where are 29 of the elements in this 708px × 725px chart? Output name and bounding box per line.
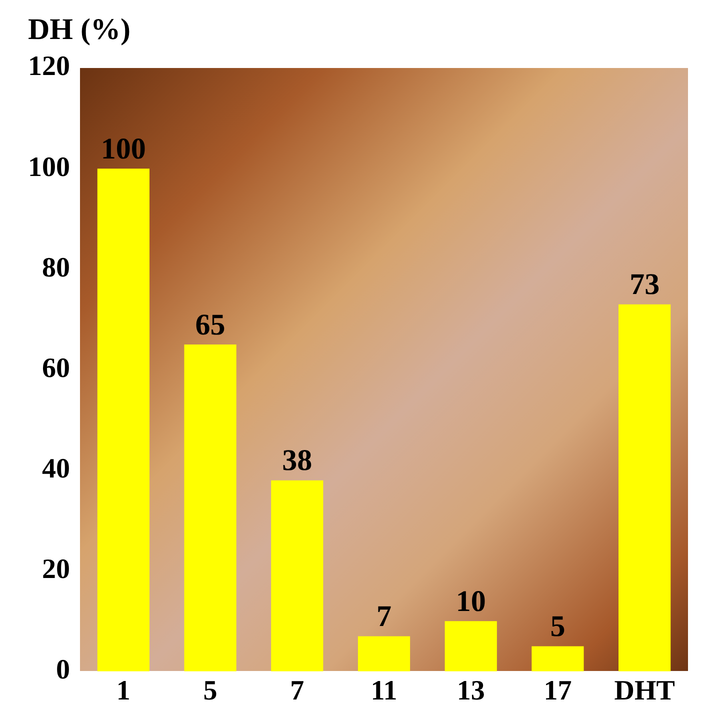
y-tick-label: 0 xyxy=(56,654,70,686)
x-tick-label: 17 xyxy=(544,675,572,706)
data-label: 38 xyxy=(282,444,312,478)
y-tick-label: 20 xyxy=(42,554,70,586)
bar xyxy=(184,344,236,672)
y-tick-label: 60 xyxy=(42,352,70,384)
x-tick-label: 1 xyxy=(116,675,130,706)
bar xyxy=(618,304,671,672)
bar xyxy=(444,621,497,672)
x-tick-label: 11 xyxy=(370,675,398,706)
y-tick-label: 40 xyxy=(42,454,70,484)
x-tick-label: 7 xyxy=(290,675,304,706)
data-label: 5 xyxy=(550,610,566,644)
x-tick-label: 5 xyxy=(203,675,218,706)
data-label: 10 xyxy=(456,584,486,618)
data-label: 73 xyxy=(630,268,660,302)
data-label: 7 xyxy=(376,600,392,633)
data-label: 100 xyxy=(100,132,146,166)
y-tick-label: 100 xyxy=(28,152,70,183)
bar xyxy=(532,646,584,672)
y-tick-label: 120 xyxy=(28,51,70,82)
y-axis-title: DH (%) xyxy=(28,12,130,46)
x-tick-label: DHT xyxy=(614,675,676,706)
y-tick-label: 80 xyxy=(42,252,70,284)
bar xyxy=(358,636,410,672)
data-label: 65 xyxy=(195,308,226,342)
bar xyxy=(97,168,150,672)
bar xyxy=(271,480,324,672)
x-tick-label: 13 xyxy=(456,675,485,706)
